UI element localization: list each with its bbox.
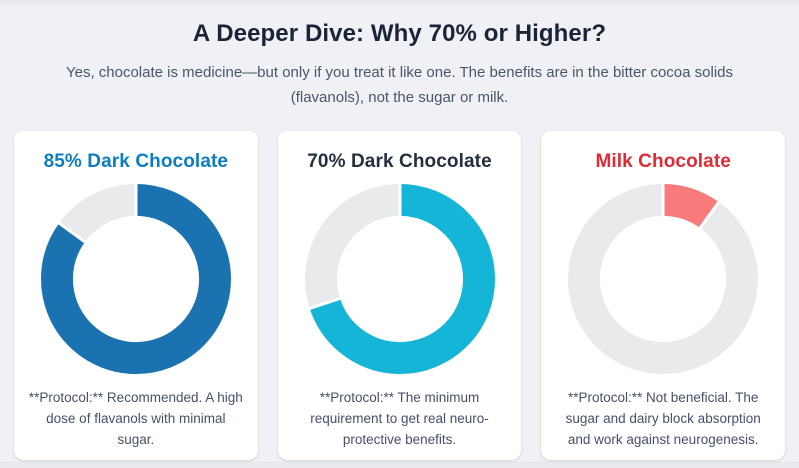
section-subtitle: Yes, chocolate is medicine—but only if y… xyxy=(65,64,734,106)
donut-chart-70-dark xyxy=(304,184,495,374)
card-85-dark-chocolate: 85% Dark Chocolate **Protocol:** Recomme… xyxy=(14,131,258,460)
donut-chart-milk xyxy=(568,184,759,374)
card-caption-70-dark: **Protocol:** The minimum requirement to… xyxy=(310,390,489,447)
donut-chart-85-dark xyxy=(40,184,231,374)
card-title-85-dark: 85% Dark Chocolate xyxy=(43,151,229,172)
section-title: A Deeper Dive: Why 70% or Higher? xyxy=(192,20,607,47)
card-title-70-dark: 70% Dark Chocolate xyxy=(307,151,492,172)
chocolate-cards-row: 85% Dark Chocolate **Protocol:** Recomme… xyxy=(0,131,799,460)
card-caption-85-dark: **Protocol:** Recommended. A high dose o… xyxy=(28,390,243,447)
card-70-dark-chocolate: 70% Dark Chocolate **Protocol:** The min… xyxy=(277,131,522,460)
card-caption-milk: **Protocol:** Not beneficial. The sugar … xyxy=(565,390,761,447)
next-section-edge xyxy=(0,462,799,468)
card-milk-chocolate: Milk Chocolate **Protocol:** Not benefic… xyxy=(541,131,786,460)
card-title-milk: Milk Chocolate xyxy=(595,151,731,172)
